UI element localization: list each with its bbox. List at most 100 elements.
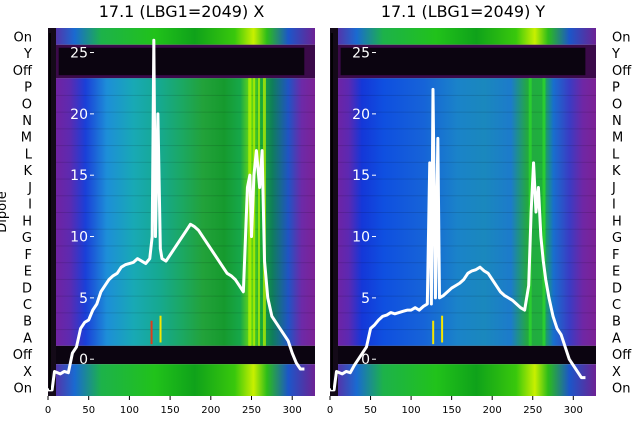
heatmap-row-line (330, 228, 596, 230)
heatmap-left-edge (330, 28, 338, 396)
overlay-tick-label: 25 (70, 46, 88, 62)
row-label: L (612, 147, 620, 162)
row-label: Off (612, 348, 632, 363)
row-label: On (612, 30, 630, 45)
heatmap-row-line (48, 78, 315, 80)
heatmap-row-line (48, 312, 315, 314)
x-tick-label: 100 (120, 405, 139, 416)
row-label: M (21, 131, 32, 146)
heatmap-band-main (330, 78, 596, 346)
heatmap-row-line (48, 161, 315, 163)
row-label: E (612, 265, 620, 280)
heatmap-marker (150, 320, 153, 345)
row-label: P (612, 81, 620, 96)
x-tick-label: 0 (327, 405, 333, 416)
heatmap-marker (441, 315, 444, 343)
row-label: J (27, 181, 32, 196)
x-tick-label: 0 (45, 405, 51, 416)
row-label: B (23, 315, 32, 330)
x-tick-label: 50 (82, 405, 95, 416)
x-tick-label: 200 (483, 405, 502, 416)
heatmap (330, 28, 596, 396)
row-label: Off (612, 64, 632, 79)
heatmap-row-line (330, 262, 596, 264)
overlay-tick-label: 5 (79, 291, 88, 307)
heatmap-band-main (48, 78, 315, 346)
overlay-tick-label: 20 (70, 107, 88, 123)
heatmap-row-line (330, 295, 596, 297)
row-label: C (23, 298, 32, 313)
overlay-tick-label: 10 (352, 230, 370, 246)
chart-title: 17.1 (LBG1=2049) Y (381, 2, 546, 21)
row-label: M (612, 131, 623, 146)
row-label: H (612, 214, 622, 229)
heatmap-band-top (330, 28, 596, 45)
heatmap-left-edge (48, 28, 56, 396)
row-label: F (612, 248, 619, 263)
row-label: D (22, 281, 32, 296)
row-label: X (612, 365, 621, 380)
heatmap-row-line (330, 329, 596, 331)
x-tick-label: 150 (161, 405, 180, 416)
row-label: I (28, 198, 32, 213)
heatmap-band-dark-bottom (330, 345, 596, 365)
heatmap-streak (253, 78, 256, 346)
overlay-line (48, 38, 305, 392)
row-label: B (612, 315, 621, 330)
row-label: D (612, 281, 622, 296)
row-label: E (24, 265, 32, 280)
overlay-tick-label: 5 (361, 291, 370, 307)
row-label: H (22, 214, 32, 229)
x-tick-label: 300 (564, 405, 583, 416)
heatmap-row-line (48, 212, 315, 213)
x-tick-label: 300 (283, 405, 302, 416)
heatmap-row-line (48, 195, 315, 197)
heatmap-row-line (48, 128, 315, 130)
heatmap-row-line (48, 245, 315, 247)
heatmap-row-line (330, 128, 596, 130)
heatmap-row-line (48, 278, 315, 280)
row-label: Off (13, 64, 33, 79)
heatmap-band-dark-core (340, 47, 586, 76)
row-label: L (25, 147, 33, 162)
heatmap-row-line (48, 178, 315, 180)
x-tick-label: 50 (364, 405, 377, 416)
row-label: On (14, 30, 32, 45)
heatmap-row-line (330, 212, 596, 213)
x-tick-label: 250 (242, 405, 261, 416)
heatmap-marker (432, 320, 435, 345)
x-tick-label: 250 (523, 405, 542, 416)
heatmap-band-dark-bottom (48, 345, 315, 365)
heatmap-row-line (48, 329, 315, 331)
row-label: G (612, 231, 622, 246)
heatmap-row-line (330, 195, 596, 197)
heatmap-row-line (48, 295, 315, 297)
row-label: N (22, 114, 32, 129)
heatmap-row-line (48, 145, 315, 147)
heatmap-row-line (330, 161, 596, 163)
heatmap-streak (258, 78, 261, 346)
heatmap-row-line (48, 111, 315, 113)
heatmap-row-line (330, 94, 596, 96)
heatmap-band-bottom (48, 364, 315, 396)
heatmap-band-top (48, 28, 315, 45)
overlay-line (330, 87, 586, 392)
row-label: Y (23, 47, 32, 62)
row-label: O (612, 97, 622, 112)
heatmap-row-line (330, 245, 596, 247)
row-label: O (22, 97, 32, 112)
heatmap-streak (542, 78, 546, 346)
row-label: X (23, 365, 32, 380)
overlay-tick-label: 15 (70, 168, 88, 184)
heatmap-row-line (330, 312, 596, 314)
row-label: K (612, 164, 621, 179)
heatmap-row-line (48, 262, 315, 264)
row-label: C (612, 298, 621, 313)
heatmap-row-line (330, 145, 596, 147)
overlay-tick-label: 0 (361, 352, 370, 368)
row-label: Off (13, 348, 33, 363)
y-axis-label: Dipole (0, 191, 10, 232)
